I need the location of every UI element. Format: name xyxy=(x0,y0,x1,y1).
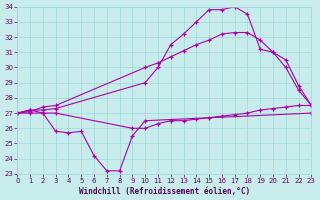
X-axis label: Windchill (Refroidissement éolien,°C): Windchill (Refroidissement éolien,°C) xyxy=(79,187,250,196)
